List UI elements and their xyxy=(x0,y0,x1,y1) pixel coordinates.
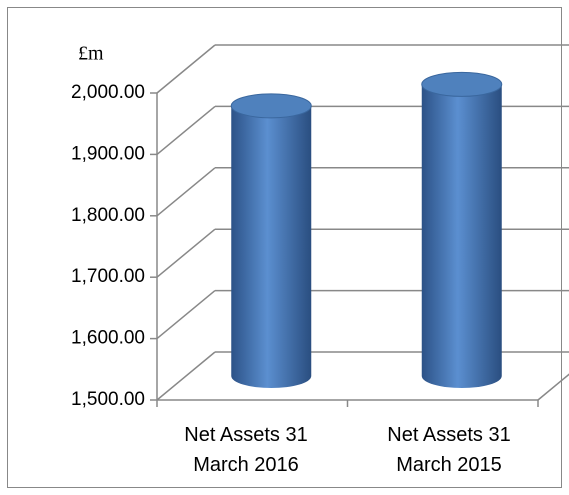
grid-line xyxy=(156,167,216,217)
x-tick-label: Net Assets 31 March 2015 xyxy=(387,424,511,476)
cylinder-top xyxy=(230,93,312,119)
cylinder-body xyxy=(231,105,312,389)
cylinder xyxy=(421,71,503,389)
y-tick-label: 1,900.00 xyxy=(71,143,145,164)
y-tick-label: 1,700.00 xyxy=(71,266,145,287)
unit-label: £m xyxy=(78,43,104,65)
cylinder-top xyxy=(421,71,503,97)
y-tick-label: 1,500.00 xyxy=(71,389,145,410)
grid-line xyxy=(156,44,216,94)
grid-line xyxy=(156,290,216,340)
cylinder-body xyxy=(421,84,502,389)
grid-line xyxy=(156,228,216,278)
grid-line xyxy=(156,105,216,155)
x-tick-label: Net Assets 31 March 2016 xyxy=(184,424,308,476)
frame xyxy=(7,7,562,488)
y-tick-label: 1,600.00 xyxy=(71,328,145,349)
y-tick-label: 1,800.00 xyxy=(71,205,145,226)
cylinder xyxy=(230,93,312,389)
y-tick-label: 2,000.00 xyxy=(71,82,145,103)
grid-line xyxy=(156,351,216,401)
axis xyxy=(537,373,569,401)
